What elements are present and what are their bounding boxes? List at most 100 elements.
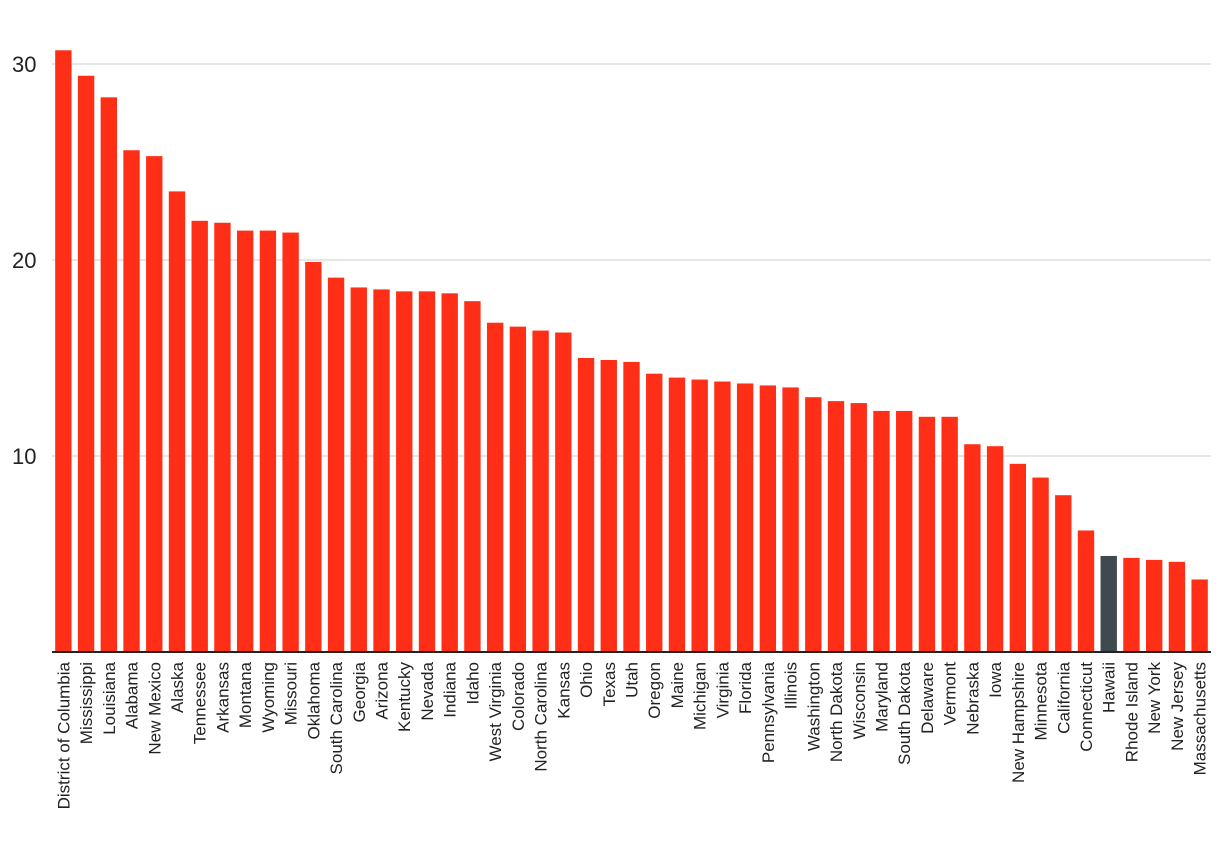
x-tick-label: Kentucky — [395, 662, 414, 732]
x-tick-label: South Dakota — [895, 661, 914, 765]
bar-idaho — [464, 301, 481, 652]
bar-missouri — [282, 232, 299, 652]
x-tick-label: District of Columbia — [54, 661, 73, 809]
bar-maine — [668, 377, 686, 652]
bar-georgia — [350, 287, 367, 652]
x-tick-label: North Carolina — [532, 661, 551, 771]
x-tick-label: Delaware — [918, 662, 937, 734]
x-tick-label: Maryland — [872, 662, 891, 732]
bar-iowa — [986, 446, 1004, 652]
x-tick-label: Nevada — [418, 661, 437, 720]
bar-ohio — [577, 358, 595, 652]
bar-maryland — [873, 410, 890, 652]
x-tick-label: Maine — [668, 662, 687, 708]
bar-district-of-columbia — [55, 50, 72, 652]
bar-oregon — [646, 373, 663, 652]
bar-texas — [600, 359, 617, 652]
x-tick-label: New Jersey — [1168, 662, 1187, 751]
bar-oklahoma — [305, 261, 322, 652]
bar-indiana — [441, 293, 458, 652]
bar-new-mexico — [146, 156, 163, 652]
bar-alaska — [168, 191, 186, 652]
x-tick-label: Montana — [236, 661, 255, 728]
x-tick-label: Massachusetts — [1191, 662, 1210, 775]
x-tick-label: Washington — [804, 662, 823, 751]
x-tick-label: Nebraska — [963, 661, 982, 734]
x-tick-label: Wyoming — [259, 662, 278, 733]
x-tick-label: South Carolina — [327, 661, 346, 774]
bar-california — [1055, 495, 1072, 652]
x-tick-label: Indiana — [441, 661, 460, 717]
x-tick-label: Oregon — [645, 662, 664, 719]
x-tick-label: Arizona — [373, 661, 392, 719]
x-tick-label: West Virginia — [486, 661, 505, 761]
bar-montana — [236, 230, 254, 652]
y-tick-label: 20 — [12, 248, 36, 273]
bar-hawaii — [1100, 555, 1117, 652]
x-tick-label: Connecticut — [1077, 662, 1096, 752]
bar-north-dakota — [827, 401, 845, 652]
bar-nevada — [418, 291, 436, 652]
x-tick-label: North Dakota — [827, 661, 846, 762]
bar-virginia — [714, 381, 731, 652]
x-tick-label: Virginia — [713, 661, 732, 718]
y-axis-tick-labels: 10 20 30 — [12, 52, 36, 469]
bar-south-carolina — [327, 277, 345, 652]
bar-nebraska — [964, 444, 981, 652]
x-tick-label: Mississippi — [77, 662, 96, 744]
x-tick-label: New Mexico — [145, 662, 164, 755]
bar-pennsylvania — [759, 385, 777, 652]
x-tick-label: California — [1054, 661, 1073, 733]
bar-florida — [736, 383, 754, 652]
bar-delaware — [918, 416, 936, 652]
x-tick-label: Illinois — [782, 662, 801, 709]
x-tick-label: Minnesota — [1032, 661, 1051, 740]
x-axis-category-labels: District of Columbia Mississippi Louisiana… — [54, 661, 1209, 809]
x-tick-label: Idaho — [463, 662, 482, 705]
bar-louisiana — [100, 97, 117, 652]
x-tick-label: Pennsylvania — [759, 661, 778, 763]
bar-wyoming — [259, 230, 277, 652]
bar-north-carolina — [532, 330, 549, 652]
bar-illinois — [782, 387, 799, 652]
bar-connecticut — [1077, 530, 1095, 652]
bar-massachusetts — [1191, 579, 1208, 652]
bar-arkansas — [214, 222, 231, 652]
bar-arizona — [373, 289, 390, 652]
x-tick-label: Michigan — [691, 662, 710, 730]
x-tick-label: Louisiana — [100, 661, 119, 734]
bar-washington — [805, 397, 822, 652]
x-tick-label: Ohio — [577, 662, 596, 698]
bar-mississippi — [77, 75, 95, 652]
x-tick-label: Texas — [600, 662, 619, 706]
bar-kansas — [555, 332, 572, 652]
x-tick-label: New York — [1145, 662, 1164, 734]
bar-vermont — [941, 416, 958, 652]
bar-south-dakota — [896, 410, 913, 652]
x-tick-label: Missouri — [282, 662, 301, 725]
bar-west-virginia — [486, 322, 504, 652]
bar-new-york — [1146, 559, 1163, 652]
x-tick-label: Utah — [623, 662, 642, 698]
x-tick-label: Wisconsin — [850, 662, 869, 739]
x-tick-label: Tennessee — [191, 662, 210, 744]
x-tick-label: Alabama — [123, 661, 142, 729]
y-tick-label: 30 — [12, 52, 36, 77]
bar-alabama — [123, 150, 140, 653]
bar-kentucky — [396, 291, 413, 652]
bar-new-hampshire — [1009, 463, 1027, 652]
bar-utah — [623, 361, 640, 652]
bar-tennessee — [191, 220, 208, 653]
x-tick-label: Colorado — [509, 662, 528, 731]
x-tick-label: Arkansas — [213, 662, 232, 733]
x-tick-label: Hawaii — [1100, 662, 1119, 713]
bar-minnesota — [1032, 477, 1049, 652]
bar-michigan — [691, 379, 708, 652]
x-tick-label: Vermont — [941, 662, 960, 726]
x-tick-label: New Hampshire — [1009, 662, 1028, 783]
bar-new-jersey — [1168, 561, 1186, 652]
bars — [55, 50, 1208, 653]
y-tick-label: 10 — [12, 444, 36, 469]
bar-rhode-island — [1123, 557, 1140, 652]
